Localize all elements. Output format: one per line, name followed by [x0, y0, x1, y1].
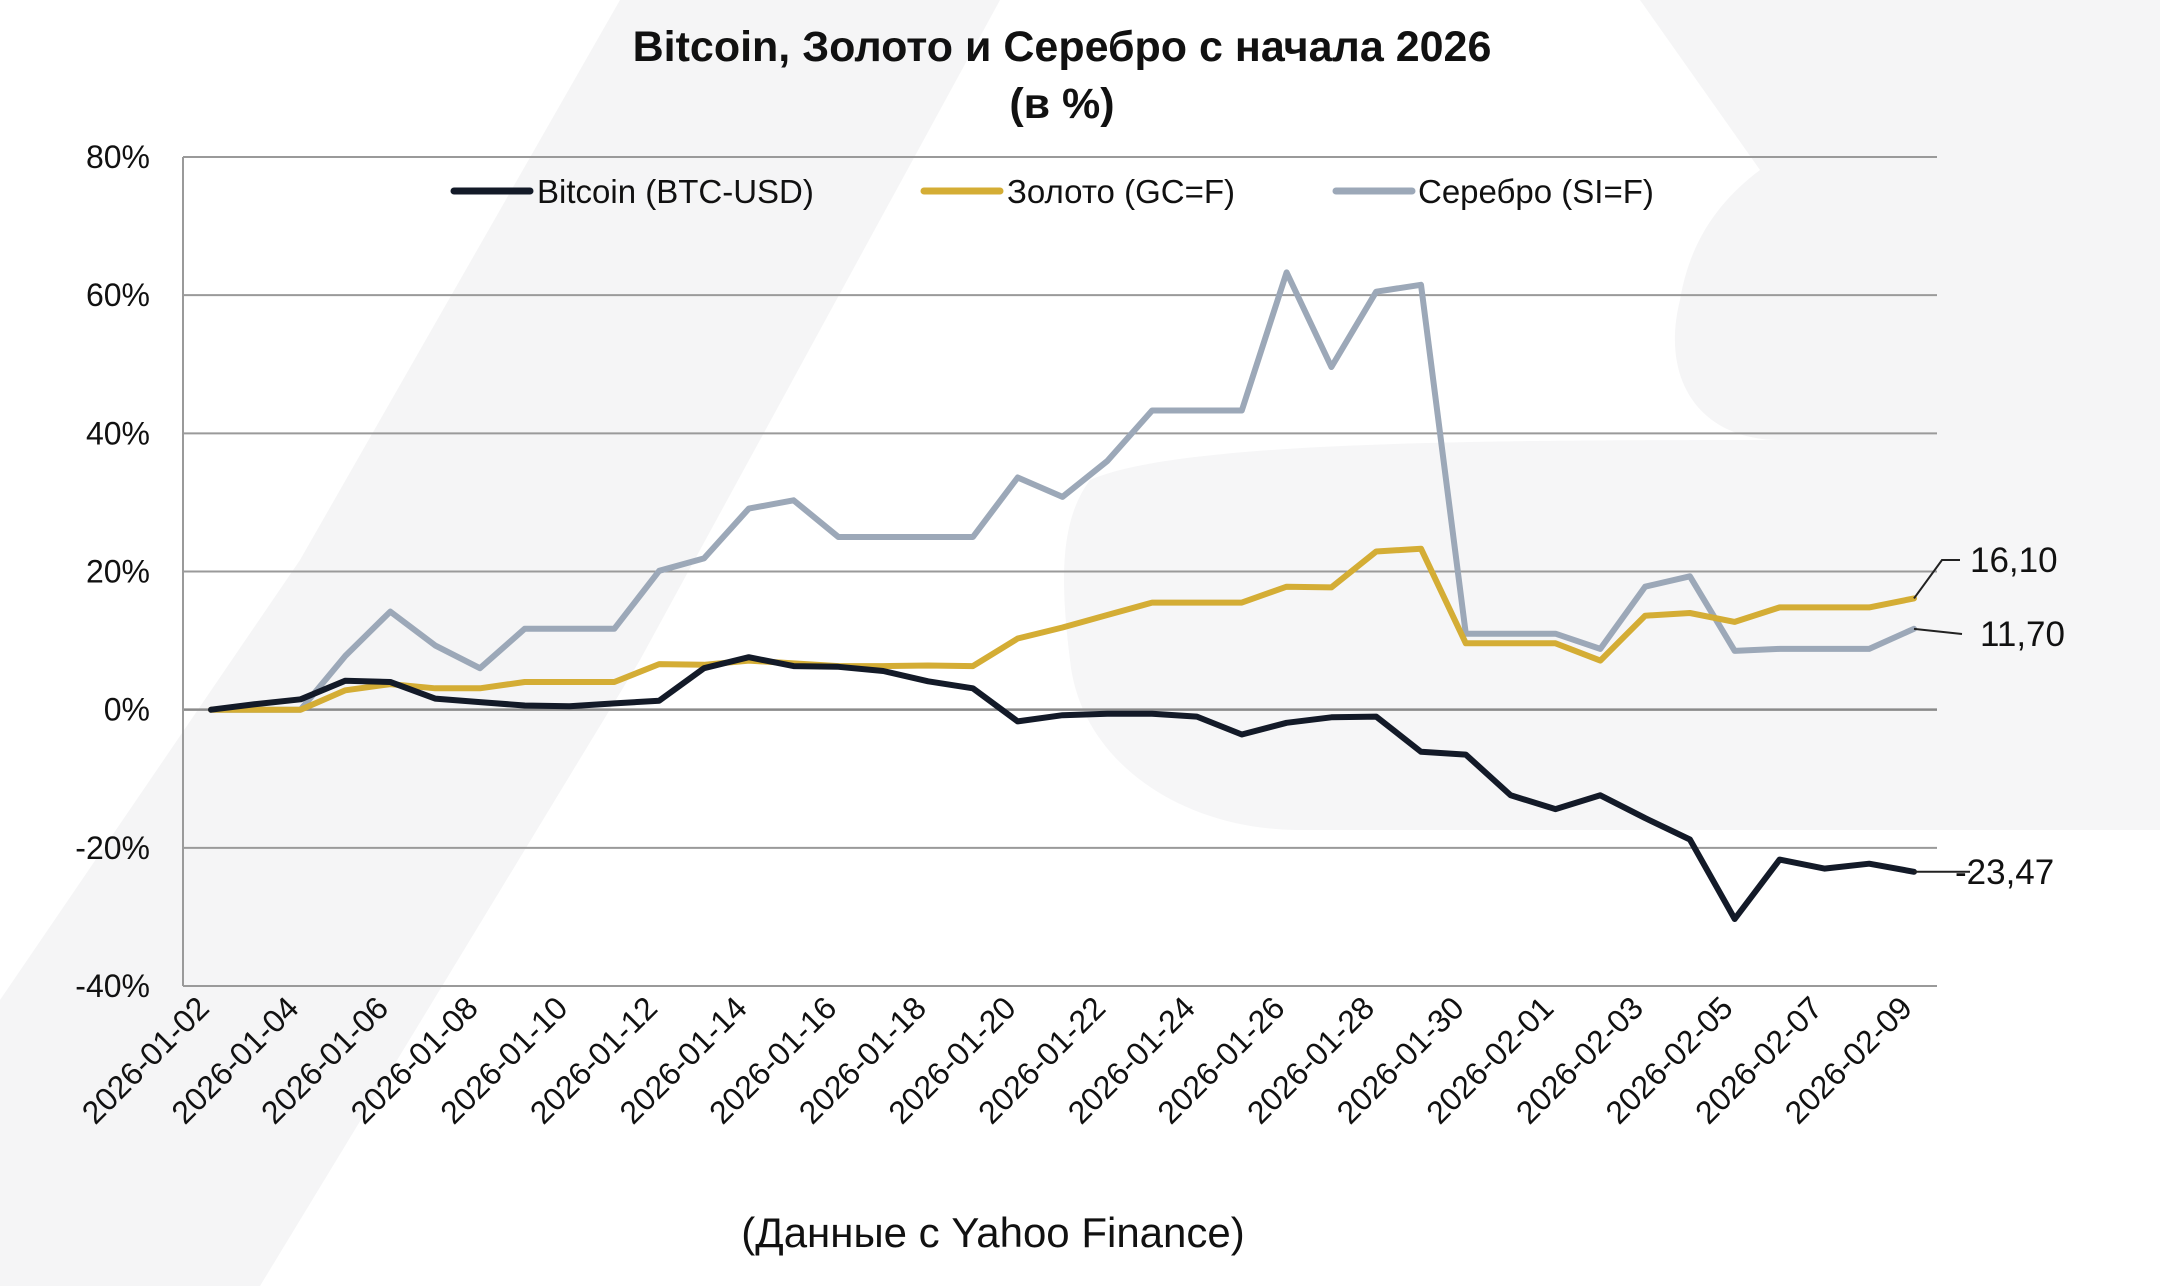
end-label-gc-f: 16,10: [1970, 541, 2058, 580]
y-tick-label: 60%: [86, 277, 150, 313]
chart-title: Bitcoin, Золото и Серебро с начала 2026: [633, 23, 1492, 71]
watermark-shape-right: [1640, 0, 2160, 440]
y-axis-tick-labels: 80% 60% 40% 20% 0% -20% -40%: [75, 139, 150, 1004]
legend-label-gold: Золото (GC=F): [1007, 173, 1235, 210]
grid-lines: [182, 156, 1937, 987]
y-tick-label: -20%: [75, 830, 150, 866]
end-label-bitcoin-btc-usd: -23,47: [1955, 853, 2054, 892]
y-tick-label: 40%: [86, 415, 150, 451]
series-line-gc-f: [208, 545, 1917, 713]
watermark-shape-left: [0, 0, 1000, 1286]
legend-label-silver: Серебро (SI=F): [1418, 173, 1654, 210]
source-note: (Данные с Yahoo Finance): [741, 1209, 1244, 1256]
leader-line-si-f: [1913, 627, 1963, 635]
y-tick-label: 80%: [86, 139, 150, 175]
end-value-labels: -23,47 16,10 11,70: [1913, 541, 2065, 892]
end-label-si-f: 11,70: [1980, 615, 2065, 654]
legend-label-bitcoin: Bitcoin (BTC-USD): [537, 173, 814, 210]
y-tick-label: -40%: [75, 968, 150, 1004]
series-line-si-f: [208, 269, 1917, 713]
chart-subtitle: (в %): [1009, 80, 1114, 128]
x-axis-tick-labels: 2026-01-022026-01-042026-01-062026-01-08…: [75, 989, 1919, 1130]
y-tick-label: 0%: [104, 692, 150, 728]
series-line-bitcoin-btc-usd: [208, 654, 1917, 922]
y-tick-label: 20%: [86, 554, 150, 590]
leader-line-gc-f: [1913, 559, 1960, 600]
series-lines: [208, 269, 1917, 922]
legend: Bitcoin (BTC-USD) Золото (GC=F) Серебро …: [450, 173, 1654, 210]
